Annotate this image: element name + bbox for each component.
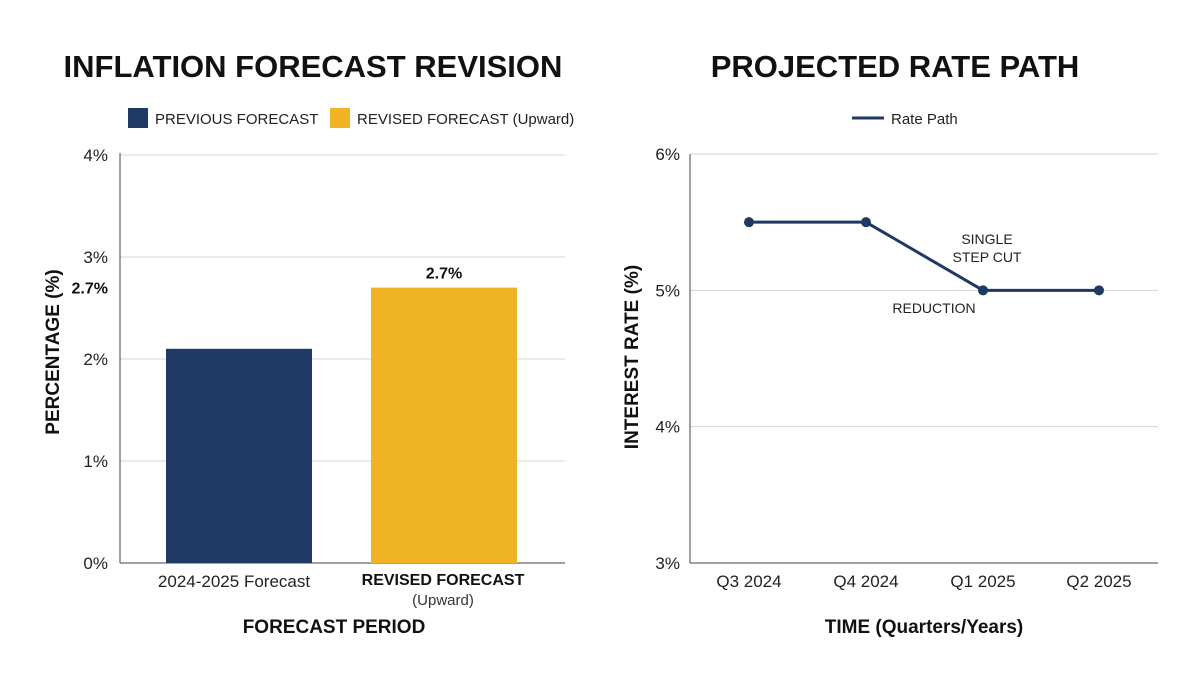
rate-path-point xyxy=(1094,285,1104,296)
legend-label-rate-path: Rate Path xyxy=(891,111,958,128)
rate-path-point xyxy=(744,217,754,228)
bar-chart-title: INFLATION FORECAST REVISION xyxy=(64,49,563,84)
line-chart-y-ticks: 3% 4% 5% 6% xyxy=(655,145,680,573)
bar-chart-y-ticks: 0% 1% 2% 3% 4% 2.7% xyxy=(72,146,108,573)
line-x-tick-label: Q3 2024 xyxy=(716,572,781,591)
annotation-single: SINGLE xyxy=(961,231,1012,247)
legend-label-revised: REVISED FORECAST (Upward) xyxy=(357,111,574,128)
bar-y-tick-label: 3% xyxy=(83,248,108,267)
annotation-step-cut: STEP CUT xyxy=(953,249,1022,265)
bar-y-tick-label: 1% xyxy=(83,452,108,471)
line-y-tick-label: 4% xyxy=(655,418,680,437)
rate-path-line xyxy=(749,220,1099,292)
line-y-tick-label: 3% xyxy=(655,554,680,573)
bar-category-label-0: 2024-2025 Forecast xyxy=(158,572,310,591)
bar-y-tick-label: 4% xyxy=(83,146,108,165)
legend-swatch-revised xyxy=(330,108,350,128)
line-chart-y-axis-title: INTEREST RATE (%) xyxy=(622,265,643,449)
bar-chart: INFLATION FORECAST REVISION PREVIOUS FOR… xyxy=(43,49,574,638)
line-x-tick-label: Q2 2025 xyxy=(1066,572,1131,591)
line-y-tick-label: 6% xyxy=(655,145,680,164)
line-x-tick-label: Q4 2024 xyxy=(833,572,898,591)
bar-chart-bars: 2.7% xyxy=(166,266,517,563)
rate-path-point xyxy=(978,285,988,296)
line-chart: PROJECTED RATE PATH Rate Path 3% 4% 5% 6% Q… xyxy=(622,49,1158,638)
line-chart-title: PROJECTED RATE PATH xyxy=(711,49,1080,84)
bar-chart-legend: PREVIOUS FORECAST REVISED FORECAST (Upwa… xyxy=(128,108,574,128)
line-y-tick-label: 5% xyxy=(655,281,680,300)
bar-y-tick-label-highlight: 2.7% xyxy=(72,281,108,298)
line-chart-legend: Rate Path xyxy=(852,111,958,128)
bar-category-sublabel-1: (Upward) xyxy=(412,592,474,609)
bar-y-tick-label: 2% xyxy=(83,350,108,369)
bar-1 xyxy=(371,287,517,563)
bar-chart-y-axis-title: PERCENTAGE (%) xyxy=(43,269,64,434)
line-chart-x-ticks: Q3 2024 Q4 2024 Q1 2025 Q2 2025 xyxy=(716,572,1131,591)
legend-swatch-previous xyxy=(128,108,148,128)
bar-data-label-1: 2.7% xyxy=(426,266,462,283)
legend-label-previous: PREVIOUS FORECAST xyxy=(155,111,318,128)
line-chart-x-axis-title: TIME (Quarters/Years) xyxy=(825,617,1024,638)
annotation-reduction: REDUCTION xyxy=(892,300,975,316)
rate-path-point xyxy=(861,217,871,228)
bar-y-tick-label: 0% xyxy=(83,554,108,573)
bar-0 xyxy=(166,348,312,563)
line-chart-series xyxy=(744,217,1104,296)
bar-category-label-1: REVISED FORECAST xyxy=(362,572,525,589)
bar-chart-x-axis-title: FORECAST PERIOD xyxy=(243,617,426,638)
line-x-tick-label: Q1 2025 xyxy=(950,572,1015,591)
